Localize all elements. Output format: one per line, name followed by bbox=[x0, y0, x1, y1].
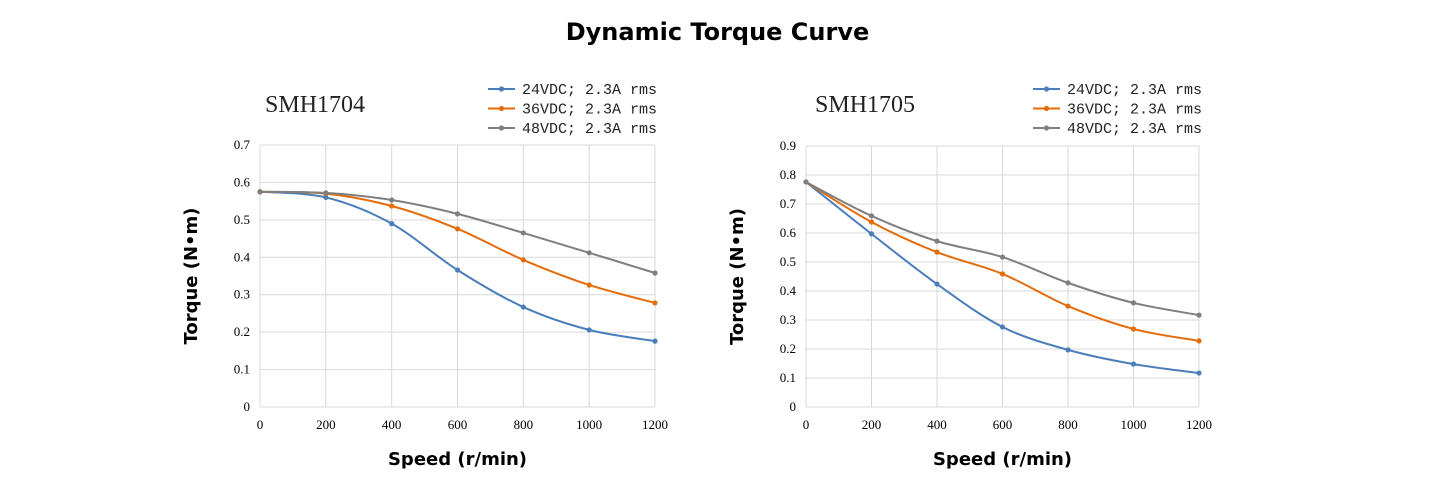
data-point bbox=[868, 231, 875, 237]
data-point bbox=[586, 250, 592, 256]
y-tick-label: 0.4 bbox=[234, 249, 251, 264]
y-tick-label: 0.7 bbox=[780, 196, 797, 211]
legend-label: 36VDC; 2.3A rms bbox=[522, 102, 657, 119]
page-title: Dynamic Torque Curve bbox=[565, 18, 870, 46]
data-point bbox=[323, 194, 329, 200]
legend-label: 24VDC; 2.3A rms bbox=[522, 82, 657, 99]
data-point bbox=[1065, 303, 1071, 309]
data-point bbox=[520, 230, 526, 236]
data-point bbox=[652, 300, 658, 306]
data-point bbox=[586, 282, 592, 288]
chart-smh1705: 0 0.1 0.2 0.3 0.4 0.5 0.6 0.7 0.8 0.9 0 200 400 600 80… bbox=[727, 82, 1212, 470]
y-axis-title: Torque (N•m) bbox=[727, 208, 748, 345]
legend-marker bbox=[1043, 125, 1050, 131]
y-tick-label: 0.6 bbox=[234, 174, 251, 189]
x-tick-label: 1200 bbox=[1186, 417, 1212, 432]
y-axis-title: Torque (N•m) bbox=[181, 207, 202, 344]
data-point bbox=[454, 267, 461, 273]
y-tick-label: 0.5 bbox=[780, 254, 796, 269]
x-tick-label: 400 bbox=[927, 417, 947, 432]
y-tick-label: 0.7 bbox=[234, 137, 251, 152]
y-tick-label: 0.6 bbox=[780, 225, 797, 240]
x-axis-title: Speed (r/min) bbox=[933, 449, 1072, 470]
data-point bbox=[652, 270, 658, 276]
data-point bbox=[999, 324, 1006, 330]
x-tick-label: 600 bbox=[448, 417, 468, 432]
legend-marker bbox=[1043, 86, 1050, 92]
x-tick-label: 600 bbox=[993, 417, 1013, 432]
data-point bbox=[389, 203, 395, 209]
data-point bbox=[1065, 280, 1071, 286]
x-axis-title: Speed (r/min) bbox=[388, 449, 527, 470]
x-tick-label: 200 bbox=[862, 417, 882, 432]
y-tick-label: 0.3 bbox=[780, 312, 796, 327]
data-point bbox=[652, 338, 658, 344]
data-point bbox=[1196, 370, 1202, 376]
data-point bbox=[868, 219, 875, 225]
legend-marker bbox=[498, 105, 505, 112]
y-tick-label: 0.8 bbox=[780, 167, 796, 182]
x-tick-label: 1000 bbox=[576, 417, 602, 432]
y-tick-label: 0.1 bbox=[780, 370, 796, 385]
data-point bbox=[1130, 300, 1137, 306]
legend-label: 48VDC; 2.3A rms bbox=[522, 121, 657, 138]
y-tick-label: 0.9 bbox=[780, 138, 796, 153]
x-tick-label: 0 bbox=[803, 417, 810, 432]
data-point bbox=[1196, 338, 1202, 344]
data-point bbox=[1130, 361, 1137, 367]
data-point bbox=[1065, 347, 1071, 353]
legend-label: 24VDC; 2.3A rms bbox=[1067, 82, 1202, 99]
data-point bbox=[934, 238, 940, 244]
data-point bbox=[389, 221, 395, 227]
x-tick-label: 400 bbox=[382, 417, 402, 432]
y-tick-label: 0.2 bbox=[780, 341, 796, 356]
data-point bbox=[1196, 312, 1202, 318]
data-point bbox=[934, 249, 940, 255]
data-point bbox=[520, 257, 526, 263]
data-point bbox=[323, 190, 329, 196]
legend-marker bbox=[1043, 105, 1050, 112]
x-tick-label: 1200 bbox=[642, 417, 668, 432]
data-point bbox=[1130, 326, 1137, 332]
data-point bbox=[934, 281, 940, 287]
legend-label: 36VDC; 2.3A rms bbox=[1067, 102, 1202, 119]
data-point bbox=[389, 197, 395, 203]
y-tick-label: 0 bbox=[244, 399, 251, 414]
data-point bbox=[454, 226, 461, 232]
y-tick-label: 0.3 bbox=[234, 287, 250, 302]
y-tick-label: 0.2 bbox=[234, 324, 250, 339]
data-point bbox=[257, 189, 263, 195]
data-point bbox=[803, 179, 809, 185]
y-tick-label: 0.5 bbox=[234, 212, 250, 227]
data-point bbox=[520, 304, 526, 310]
data-point bbox=[868, 213, 875, 219]
y-tick-label: 0.1 bbox=[234, 362, 250, 377]
data-point bbox=[454, 211, 461, 217]
legend-marker bbox=[498, 125, 505, 131]
chart-title: SMH1704 bbox=[265, 92, 365, 118]
data-point bbox=[999, 271, 1006, 277]
legend-marker bbox=[498, 86, 505, 92]
x-tick-label: 1000 bbox=[1121, 417, 1147, 432]
x-tick-label: 800 bbox=[1058, 417, 1078, 432]
data-point bbox=[586, 327, 592, 333]
x-tick-label: 0 bbox=[257, 417, 264, 432]
y-tick-label: 0.4 bbox=[780, 283, 797, 298]
legend-label: 48VDC; 2.3A rms bbox=[1067, 121, 1202, 138]
chart-title: SMH1705 bbox=[815, 92, 915, 118]
x-tick-label: 200 bbox=[316, 417, 336, 432]
x-tick-label: 800 bbox=[514, 417, 534, 432]
y-tick-label: 0 bbox=[790, 399, 797, 414]
chart-smh1704: 0 0.1 0.2 0.3 0.4 0.5 0.6 0.7 0 200 400 600 800 1000 1… bbox=[181, 82, 668, 470]
data-point bbox=[999, 254, 1006, 260]
